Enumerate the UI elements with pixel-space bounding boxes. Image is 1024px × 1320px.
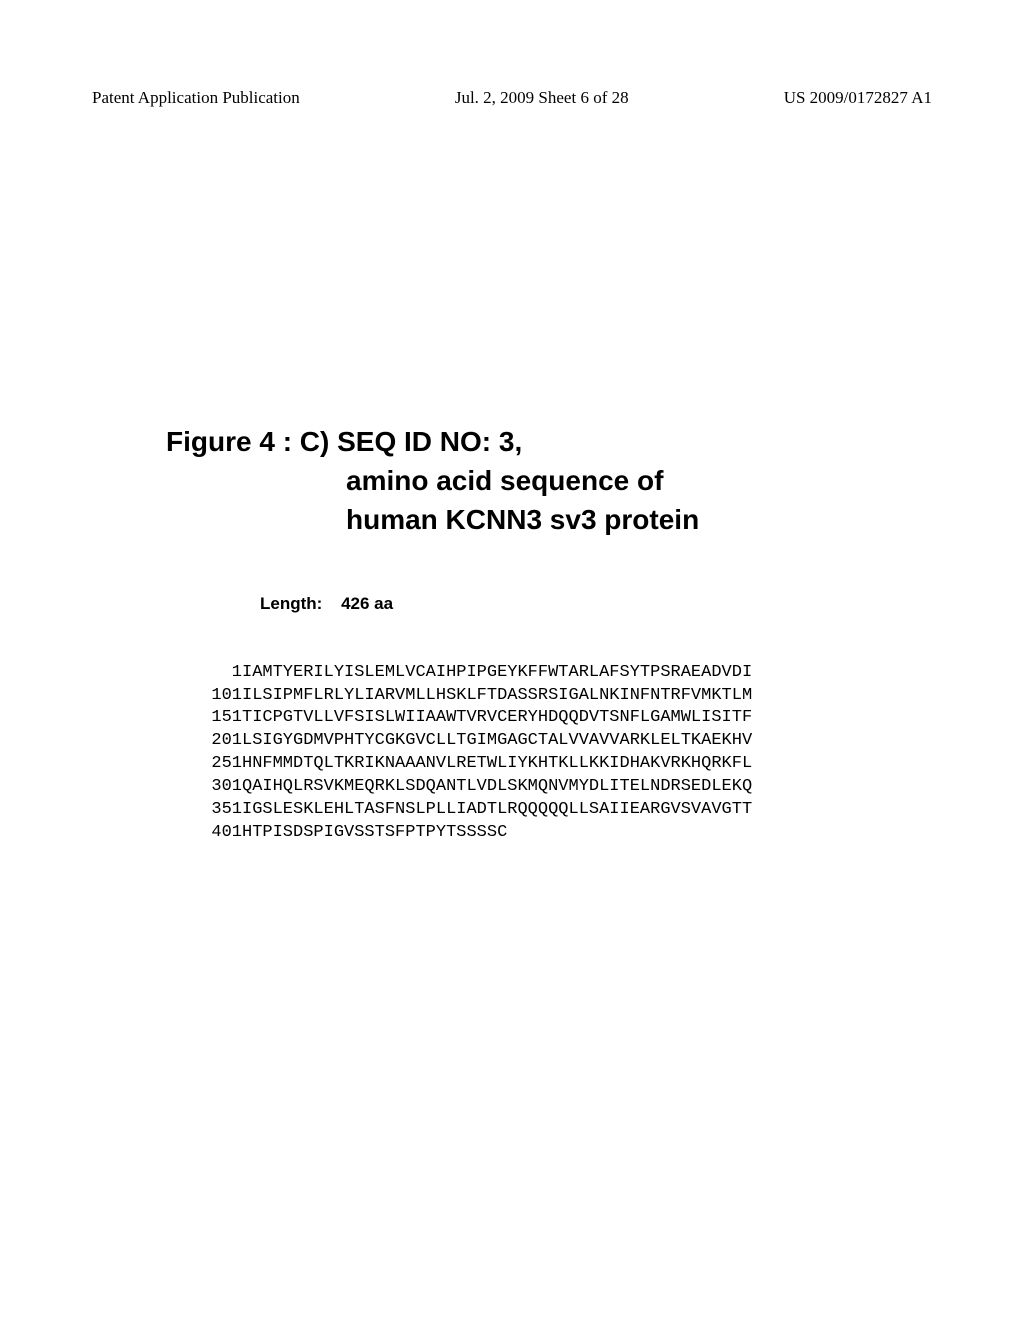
sequence-block bbox=[650, 822, 752, 845]
sequence-position: 1 bbox=[198, 662, 242, 685]
sequence-block: FSISLWIIAA bbox=[344, 707, 446, 730]
sequence-block: LSIGYGDMVP bbox=[242, 730, 344, 753]
sequence-block: WTVRVCERYH bbox=[446, 707, 548, 730]
sequence-block: HPIPGEYKFF bbox=[446, 662, 548, 685]
sequence-position: 401 bbox=[198, 822, 242, 845]
sequence-block: NDRSEDLEKQ bbox=[650, 776, 752, 799]
sequence-tbody: 1IAMTYERILYISLEMLVCAIHPIPGEYKFFWTARLAFSY… bbox=[198, 662, 752, 846]
sequence-block: LTGIMGAGCT bbox=[446, 730, 548, 753]
sequence-position: 301 bbox=[198, 776, 242, 799]
sequence-row: 101ILSIPMFLRLYLIARVMLLHSKLFTDASSRSIGALNK… bbox=[198, 685, 752, 708]
sequence-position: 151 bbox=[198, 707, 242, 730]
length-label: Length: bbox=[260, 594, 322, 613]
sequence-block: NTRFVMKTLM bbox=[650, 685, 752, 708]
sequence-block: ALVVAVVARK bbox=[548, 730, 650, 753]
sequence-row: 201LSIGYGDMVPHTYCGKGVCLLTGIMGAGCTALVVAVV… bbox=[198, 730, 752, 753]
figure-title-line1: Figure 4 : C) SEQ ID NO: 3, bbox=[166, 422, 1024, 461]
sequence-block: IAMTYERILY bbox=[242, 662, 344, 685]
sequence-block: KRIKNAAANV bbox=[344, 753, 446, 776]
figure-title: Figure 4 : C) SEQ ID NO: 3, amino acid s… bbox=[166, 422, 1024, 540]
sequence-block: ISLEMLVCAI bbox=[344, 662, 446, 685]
sequence-block: MEQRKLSDQA bbox=[344, 776, 446, 799]
sequence-block: TSSSSC bbox=[446, 822, 548, 845]
sequence-row: 251HNFMMDTQLTKRIKNAAANVLRETWLIYKHTKLLKKI… bbox=[198, 753, 752, 776]
sequence-block: PSRAEADVDI bbox=[650, 662, 752, 685]
sequence-block: HTYCGKGVCL bbox=[344, 730, 446, 753]
sequence-block: TKLLKKIDHA bbox=[548, 753, 650, 776]
sequence-block: HTPISDSPIG bbox=[242, 822, 344, 845]
sequence-block: IGSLESKLEH bbox=[242, 799, 344, 822]
sequence-block bbox=[548, 822, 650, 845]
sequence-row: 351IGSLESKLEHLTASFNSLPLLIADTLRQQQQQLLSAI… bbox=[198, 799, 752, 822]
sequence-block: DQQDVTSNFL bbox=[548, 707, 650, 730]
sequence-block: RGVSVAVGTT bbox=[650, 799, 752, 822]
sequence-block: YLIARVMLLH bbox=[344, 685, 446, 708]
header-center: Jul. 2, 2009 Sheet 6 of 28 bbox=[455, 88, 629, 108]
sequence-row: 301QAIHQLRSVKMEQRKLSDQANTLVDLSKMQNVMYDLI… bbox=[198, 776, 752, 799]
sequence-block: QQLLSAIIEA bbox=[548, 799, 650, 822]
figure-title-line2: amino acid sequence of bbox=[346, 461, 1024, 500]
sequence-row: 1IAMTYERILYISLEMLVCAIHPIPGEYKFFWTARLAFSY… bbox=[198, 662, 752, 685]
sequence-table: 1IAMTYERILYISLEMLVCAIHPIPGEYKFFWTARLAFSY… bbox=[198, 662, 752, 846]
sequence-block: SKLFTDASSR bbox=[446, 685, 548, 708]
length-value: 426 aa bbox=[341, 594, 393, 613]
length-block: Length: 426 aa bbox=[260, 594, 1024, 614]
sequence-block: NTLVDLSKMQ bbox=[446, 776, 548, 799]
sequence-block: TICPGTVLLV bbox=[242, 707, 344, 730]
sequence-block: LELTKAEKHV bbox=[650, 730, 752, 753]
sequence-block: LRETWLIYKH bbox=[446, 753, 548, 776]
sequence-position: 251 bbox=[198, 753, 242, 776]
sequence-row: 151TICPGTVLLVFSISLWIIAAWTVRVCERYHDQQDVTS… bbox=[198, 707, 752, 730]
sequence-block: VSSTSFPTPY bbox=[344, 822, 446, 845]
header-right: US 2009/0172827 A1 bbox=[784, 88, 932, 108]
sequence-block: WTARLAFSYT bbox=[548, 662, 650, 685]
sequence-position: 201 bbox=[198, 730, 242, 753]
sequence-block: HNFMMDTQLT bbox=[242, 753, 344, 776]
sequence-position: 351 bbox=[198, 799, 242, 822]
header-left: Patent Application Publication bbox=[92, 88, 300, 108]
page-header: Patent Application Publication Jul. 2, 2… bbox=[0, 0, 1024, 108]
sequence-block: KVRKHQRKFL bbox=[650, 753, 752, 776]
sequence-block: LTASFNSLPL bbox=[344, 799, 446, 822]
sequence-position: 101 bbox=[198, 685, 242, 708]
sequence-block: ILSIPMFLRL bbox=[242, 685, 344, 708]
sequence-block: SIGALNKINF bbox=[548, 685, 650, 708]
figure-title-line3: human KCNN3 sv3 protein bbox=[346, 500, 1024, 539]
sequence-block: NVMYDLITEL bbox=[548, 776, 650, 799]
sequence-block: QAIHQLRSVK bbox=[242, 776, 344, 799]
sequence-block: LIADTLRQQQ bbox=[446, 799, 548, 822]
sequence-row: 401HTPISDSPIGVSSTSFPTPYTSSSSC bbox=[198, 822, 752, 845]
sequence-block: GAMWLISITF bbox=[650, 707, 752, 730]
